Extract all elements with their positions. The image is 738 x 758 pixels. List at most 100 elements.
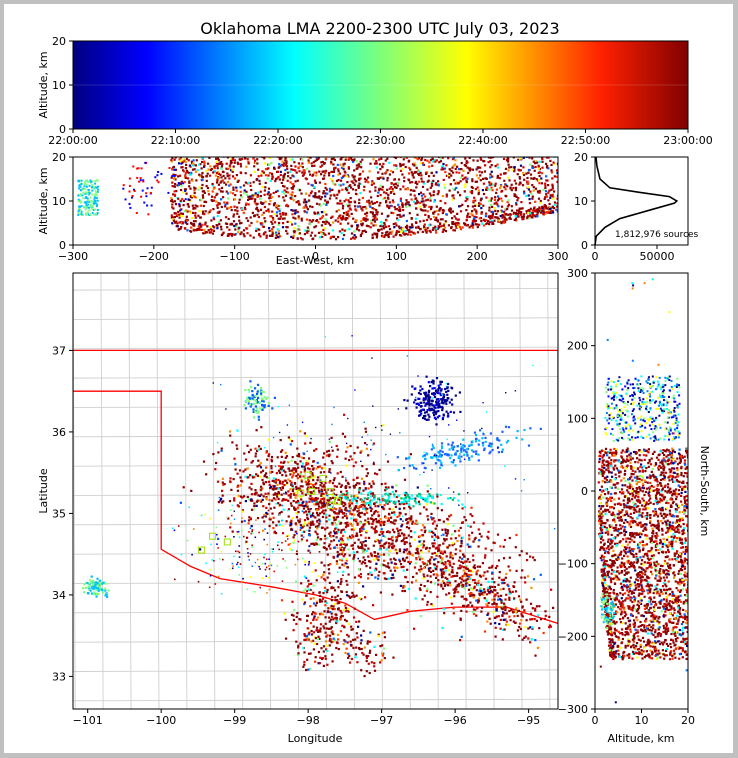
plan-view-point (281, 482, 284, 485)
plan-view-point (374, 518, 378, 521)
ew-altitude-point (198, 228, 201, 231)
time-altitude-y-tick-label: 0 (59, 123, 66, 136)
plan-view-point (220, 497, 223, 500)
ew-altitude-point (216, 204, 219, 207)
ew-altitude-point (243, 206, 247, 209)
plan-view-point (530, 638, 533, 641)
ew-altitude-point (91, 193, 94, 196)
ew-altitude-point (479, 179, 482, 182)
ew-altitude-point (550, 188, 553, 191)
ew-altitude-point (419, 162, 422, 165)
plan-view-point (302, 475, 305, 478)
ew-altitude-point (454, 182, 457, 185)
ew-altitude-point (311, 205, 314, 209)
ew-altitude-point (343, 170, 346, 173)
ew-altitude-point (84, 180, 86, 183)
plan-view-point (240, 520, 244, 523)
ew-altitude-point (275, 153, 277, 155)
ew-altitude-point (260, 174, 263, 177)
plan-view-point (348, 459, 351, 462)
ew-altitude-point (454, 217, 458, 220)
ew-altitude-point (265, 236, 268, 239)
ew-altitude-point (222, 174, 225, 177)
ew-altitude-point (274, 236, 277, 239)
plan-view-point (536, 646, 539, 649)
ew-altitude-point (177, 228, 180, 231)
plan-view-point (302, 507, 305, 510)
ew-altitude-point (77, 211, 79, 214)
ew-altitude-point (218, 223, 221, 226)
ew-altitude-point (190, 217, 194, 220)
plan-view-point (272, 477, 275, 480)
ew-altitude-point (485, 186, 488, 190)
time-altitude-x-tick-label: 23:00:00 (663, 134, 712, 147)
plan-view-point (255, 491, 258, 494)
plan-view-point (274, 493, 277, 496)
ew-altitude-point (258, 233, 261, 237)
plan-view-point (405, 541, 408, 544)
ew-altitude-point (206, 225, 209, 228)
plan-view-point (482, 593, 485, 596)
plan-view-point (431, 552, 434, 555)
plan-view-point (369, 504, 372, 507)
plan-view-point (441, 626, 444, 629)
ew-altitude-point (171, 200, 174, 203)
plan-view-point (406, 552, 409, 555)
ew-altitude-point (447, 157, 450, 160)
ew-altitude-point (491, 210, 494, 214)
ew-altitude-point (95, 194, 98, 197)
ew-altitude-point (276, 189, 279, 192)
plan-view-point (448, 563, 451, 566)
plan-view-point (360, 500, 364, 503)
plan-view-point (342, 542, 345, 545)
plan-view-point (393, 531, 396, 534)
ew-altitude-point (416, 199, 419, 202)
ew-altitude-point (536, 161, 539, 164)
ew-altitude-point (285, 204, 288, 207)
ew-altitude-point (427, 214, 430, 218)
ew-altitude-point (413, 194, 416, 197)
plan-view-point (290, 504, 293, 507)
plan-view-point (422, 544, 425, 547)
ew-altitude-point (235, 153, 237, 155)
plan-view-point (331, 449, 334, 452)
ew-altitude-point (94, 193, 97, 196)
ew-altitude-point (271, 196, 274, 199)
ew-altitude-point (448, 168, 451, 171)
ew-altitude-point (237, 162, 240, 166)
ew-altitude-point (198, 223, 201, 226)
ew-altitude-point (214, 174, 217, 177)
plan-view-point (317, 524, 320, 528)
plan-view-point (278, 482, 281, 485)
plan-view-point (382, 553, 386, 556)
ew-altitude-point (256, 158, 259, 161)
plan-view-point (323, 488, 326, 491)
ew-altitude-point (292, 216, 295, 219)
ew-altitude-point (402, 158, 405, 161)
ew-altitude-point (490, 153, 492, 155)
ew-altitude-point (324, 153, 326, 155)
plan-view-point (426, 490, 429, 493)
ew-altitude-point (307, 157, 310, 159)
plan-view-point (429, 591, 432, 594)
ew-altitude-point (529, 173, 533, 176)
plan-view-point (212, 453, 215, 456)
ew-altitude-point (358, 198, 361, 201)
ew-altitude-point (353, 158, 356, 161)
ew-altitude-point (268, 229, 271, 232)
plan-view-point (259, 466, 263, 469)
plan-view-point (326, 499, 329, 502)
plan-view-point (261, 487, 264, 490)
plan-view-point (465, 560, 468, 563)
plan-view-point (450, 571, 453, 574)
ew-altitude-point (442, 224, 445, 227)
ew-altitude-point (353, 230, 356, 233)
plan-view-point (503, 612, 506, 615)
ew-altitude-point (373, 220, 377, 223)
plan-view-point (345, 509, 348, 512)
plan-view-point (459, 639, 462, 642)
ew-altitude-point (212, 187, 215, 190)
ew-altitude-point (541, 172, 544, 175)
plan-view-point (320, 538, 323, 541)
plan-view-point (361, 560, 365, 563)
